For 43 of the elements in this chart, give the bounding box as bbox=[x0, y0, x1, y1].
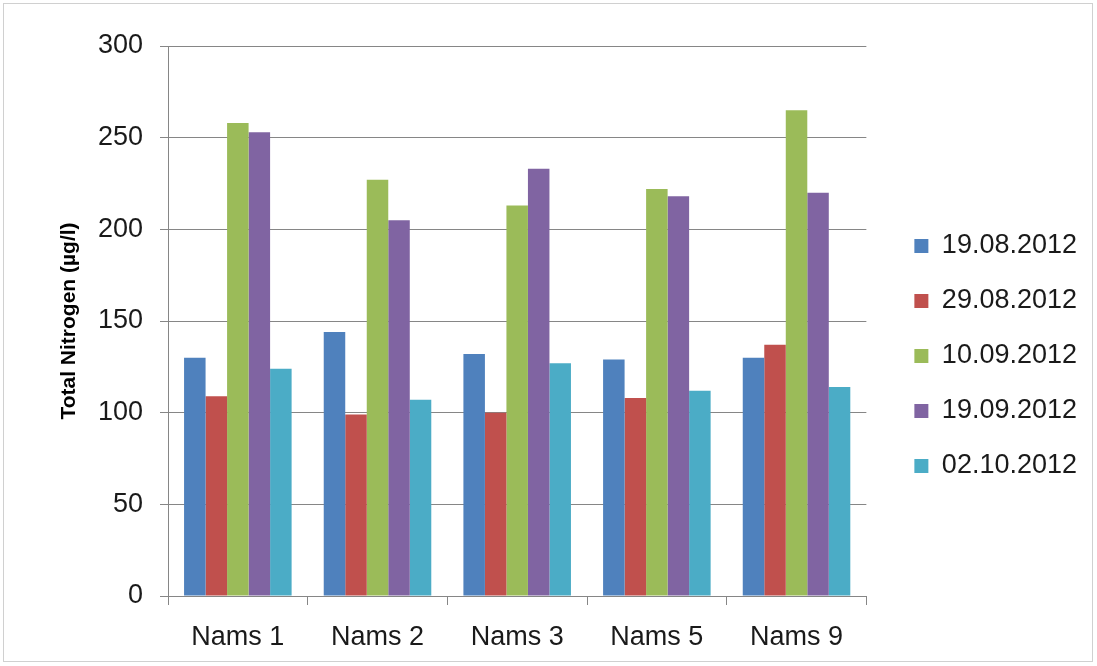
bar bbox=[484, 412, 507, 596]
bar bbox=[624, 398, 647, 596]
bar bbox=[323, 332, 346, 596]
y-tick-label: 100 bbox=[97, 396, 143, 427]
bar bbox=[366, 179, 389, 596]
x-tick-label: Nams 2 bbox=[330, 620, 425, 651]
legend-label: 10.09.2012 bbox=[941, 339, 1078, 370]
bar bbox=[345, 414, 367, 596]
y-tick-label: 0 bbox=[127, 579, 143, 610]
bar bbox=[667, 196, 690, 596]
legend-label: 29.08.2012 bbox=[941, 284, 1078, 315]
bar bbox=[807, 192, 829, 596]
x-tick-label: Nams 1 bbox=[191, 620, 285, 651]
bar bbox=[388, 220, 410, 596]
bar bbox=[270, 368, 292, 596]
legend-label: 19.09.2012 bbox=[941, 394, 1078, 425]
bar bbox=[248, 132, 271, 596]
bar bbox=[205, 396, 228, 596]
y-tick-label: 50 bbox=[112, 487, 143, 518]
y-tick-label: 150 bbox=[97, 304, 143, 335]
x-tick-label: Nams 5 bbox=[610, 620, 704, 651]
bar bbox=[689, 390, 711, 596]
y-tick-label: 200 bbox=[97, 212, 143, 243]
bar bbox=[603, 359, 625, 596]
bar bbox=[646, 189, 668, 596]
x-tick-label: Nams 3 bbox=[470, 620, 564, 651]
bar bbox=[527, 168, 550, 596]
y-tick-label: 250 bbox=[97, 121, 143, 152]
x-tick-label: Nams 9 bbox=[750, 620, 844, 651]
bar bbox=[227, 123, 249, 596]
legend-label: 19.08.2012 bbox=[941, 229, 1078, 260]
y-tick-label: 300 bbox=[97, 29, 143, 60]
bar bbox=[506, 205, 528, 596]
bar bbox=[742, 357, 765, 596]
bar bbox=[409, 399, 432, 596]
bar bbox=[764, 344, 786, 596]
bar bbox=[828, 387, 851, 596]
legend-label: 02.10.2012 bbox=[941, 449, 1078, 480]
bar bbox=[463, 354, 485, 596]
bar bbox=[549, 363, 571, 596]
y-axis-title: Total Nitrogen (µg/l) bbox=[56, 222, 80, 420]
bar bbox=[785, 110, 808, 596]
bar bbox=[184, 357, 206, 596]
